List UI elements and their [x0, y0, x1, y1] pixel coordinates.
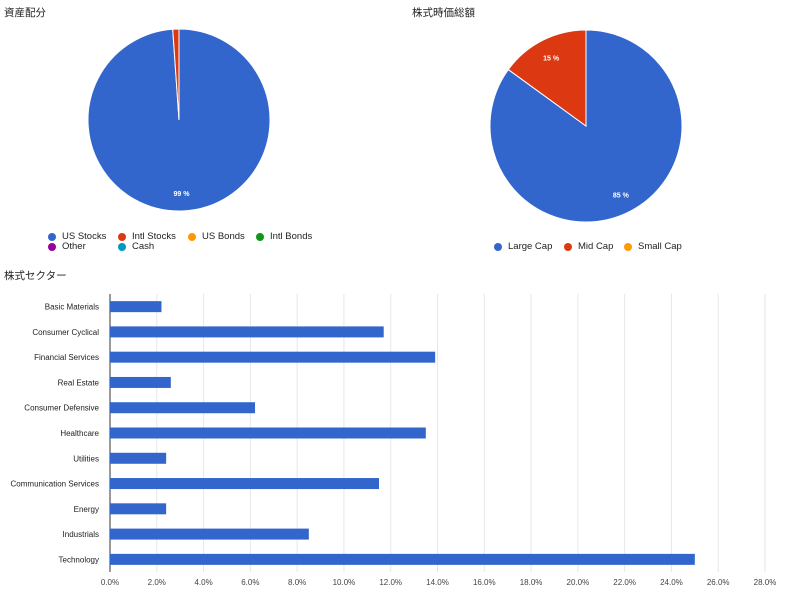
bar-basic-materials — [110, 301, 162, 313]
x-tick-label: 28.0% — [754, 578, 777, 587]
category-label: Industrials — [63, 530, 99, 539]
asset-legend-label: US Bonds — [202, 231, 245, 242]
asset-legend-item: Intl Bonds — [256, 231, 312, 242]
asset-allocation-title: 資産配分 — [4, 7, 46, 19]
bar-consumer-cyclical — [110, 326, 384, 338]
asset-legend-label: Intl Bonds — [270, 231, 313, 242]
legend-swatch-icon — [48, 242, 56, 251]
cap-slice-mid-cap — [507, 29, 587, 127]
category-label: Financial Services — [34, 353, 99, 362]
x-tick-label: 12.0% — [379, 578, 402, 587]
cap-legend-item: Large Cap — [494, 241, 552, 252]
cap-legend-label: Mid Cap — [578, 241, 614, 252]
category-label: Communication Services — [11, 480, 99, 489]
asset-legend-label: Intl Stocks — [132, 231, 176, 242]
bar-utilities — [110, 452, 167, 464]
bar-industrials — [110, 528, 309, 540]
bar-real-estate — [110, 376, 171, 388]
legend-swatch-icon — [494, 242, 502, 251]
sector-title: 株式セクター — [4, 270, 67, 282]
bar-technology — [110, 553, 695, 565]
x-tick-label: 22.0% — [613, 578, 636, 587]
market-cap-legend: Large Cap Mid Cap Small Cap — [400, 0, 800, 260]
category-label: Basic Materials — [45, 303, 99, 312]
bar-consumer-defensive — [110, 402, 256, 414]
bar-healthcare — [110, 427, 426, 439]
asset-legend-item: US Stocks — [48, 231, 106, 242]
market-cap-pie: 85 % 15 % — [489, 29, 683, 223]
cap-slice-label: 15 % — [543, 56, 560, 63]
legend-swatch-icon — [118, 242, 126, 251]
legend-swatch-icon — [564, 242, 572, 251]
cap-slice-label: 85 % — [613, 192, 630, 199]
cap-legend-item: Mid Cap — [564, 241, 613, 252]
category-label: Real Estate — [58, 378, 100, 387]
x-tick-label: 8.0% — [288, 578, 306, 587]
legend-swatch-icon — [48, 232, 56, 241]
legend-swatch-icon — [624, 242, 632, 251]
x-tick-label: 18.0% — [520, 578, 543, 587]
asset-legend-item: US Bonds — [188, 231, 245, 242]
legend-swatch-icon — [256, 232, 264, 241]
legend-swatch-icon — [188, 232, 196, 241]
asset-legend-item: Cash — [118, 241, 154, 252]
x-tick-label: 16.0% — [473, 578, 496, 587]
x-tick-label: 24.0% — [660, 578, 683, 587]
x-tick-label: 4.0% — [194, 578, 212, 587]
x-tick-label: 0.0% — [101, 578, 119, 587]
category-label: Consumer Defensive — [24, 404, 99, 413]
market-cap-title: 株式時価総額 — [412, 7, 475, 19]
asset-legend-item: Other — [48, 241, 86, 252]
cap-legend-label: Large Cap — [508, 241, 553, 252]
x-tick-label: 14.0% — [426, 578, 449, 587]
bar-communication-services — [110, 478, 380, 490]
x-tick-label: 26.0% — [707, 578, 730, 587]
asset-legend-label: Cash — [132, 241, 155, 252]
cap-legend-label: Small Cap — [638, 241, 682, 252]
category-label: Utilities — [73, 454, 99, 463]
asset-allocation-pie: 99 % — [87, 28, 271, 212]
bar-energy — [110, 503, 167, 515]
asset-slice-label: 99 % — [174, 191, 191, 198]
legend-swatch-icon — [118, 232, 126, 241]
asset-legend-item: Intl Stocks — [118, 231, 176, 242]
category-label: Energy — [74, 505, 99, 514]
asset-allocation-legend: US Stocks Intl Stocks US Bonds Intl Bonds Ot… — [0, 0, 400, 260]
asset-legend-label: Other — [62, 241, 86, 252]
category-label: Technology — [59, 555, 99, 564]
x-tick-label: 20.0% — [567, 578, 590, 587]
asset-slice-intl-stocks — [172, 28, 180, 121]
sector-bar-chart: 0.0% 2.0% 4.0% 6.0% 8.0% 10.0% 12.0% 14.0% 16.0%… — [11, 294, 777, 587]
cap-legend-item: Small Cap — [624, 241, 682, 252]
x-tick-label: 10.0% — [333, 578, 356, 587]
category-label: Consumer Cyclical — [32, 328, 99, 337]
asset-legend-label: US Stocks — [62, 231, 107, 242]
bar-financial-services — [110, 351, 436, 363]
x-tick-label: 6.0% — [241, 578, 259, 587]
category-label: Healthcare — [60, 429, 99, 438]
x-tick-label: 2.0% — [148, 578, 166, 587]
